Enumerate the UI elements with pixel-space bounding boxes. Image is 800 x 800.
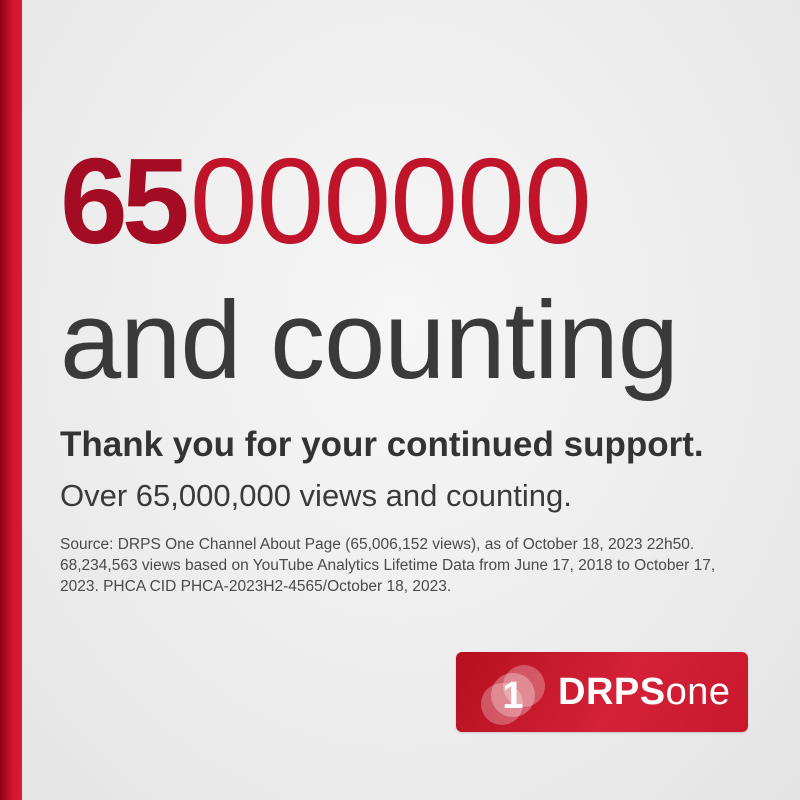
subline-and-counting: and counting xyxy=(60,279,679,402)
logo-wordmark: DRPSone xyxy=(558,672,730,712)
headline-number: 65000000 xyxy=(60,140,592,262)
headline-bold-digits: 65 xyxy=(60,133,190,269)
left-accent-bar xyxy=(0,0,22,800)
drps-one-logo: 1 DRPSone xyxy=(456,652,748,732)
logo-word-bold: DRPS xyxy=(558,671,666,713)
views-statement: Over 65,000,000 views and counting. xyxy=(60,478,572,513)
thank-you-message: Thank you for your continued support. xyxy=(60,425,704,464)
headline-light-digits: 000000 xyxy=(189,133,592,269)
drps-one-mark-icon: 1 xyxy=(481,665,545,725)
source-footnote: Source: DRPS One Channel About Page (65,… xyxy=(60,536,716,595)
logo-word-light: one xyxy=(665,671,731,713)
logo-mark-digit: 1 xyxy=(502,675,523,717)
